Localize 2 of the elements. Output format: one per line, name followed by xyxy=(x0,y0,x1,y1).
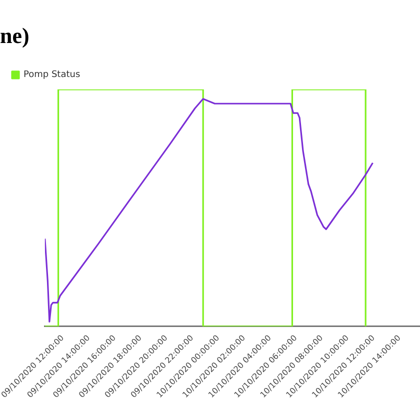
chart-title: ne) xyxy=(0,22,30,48)
legend-label: Pomp Status xyxy=(24,70,80,80)
